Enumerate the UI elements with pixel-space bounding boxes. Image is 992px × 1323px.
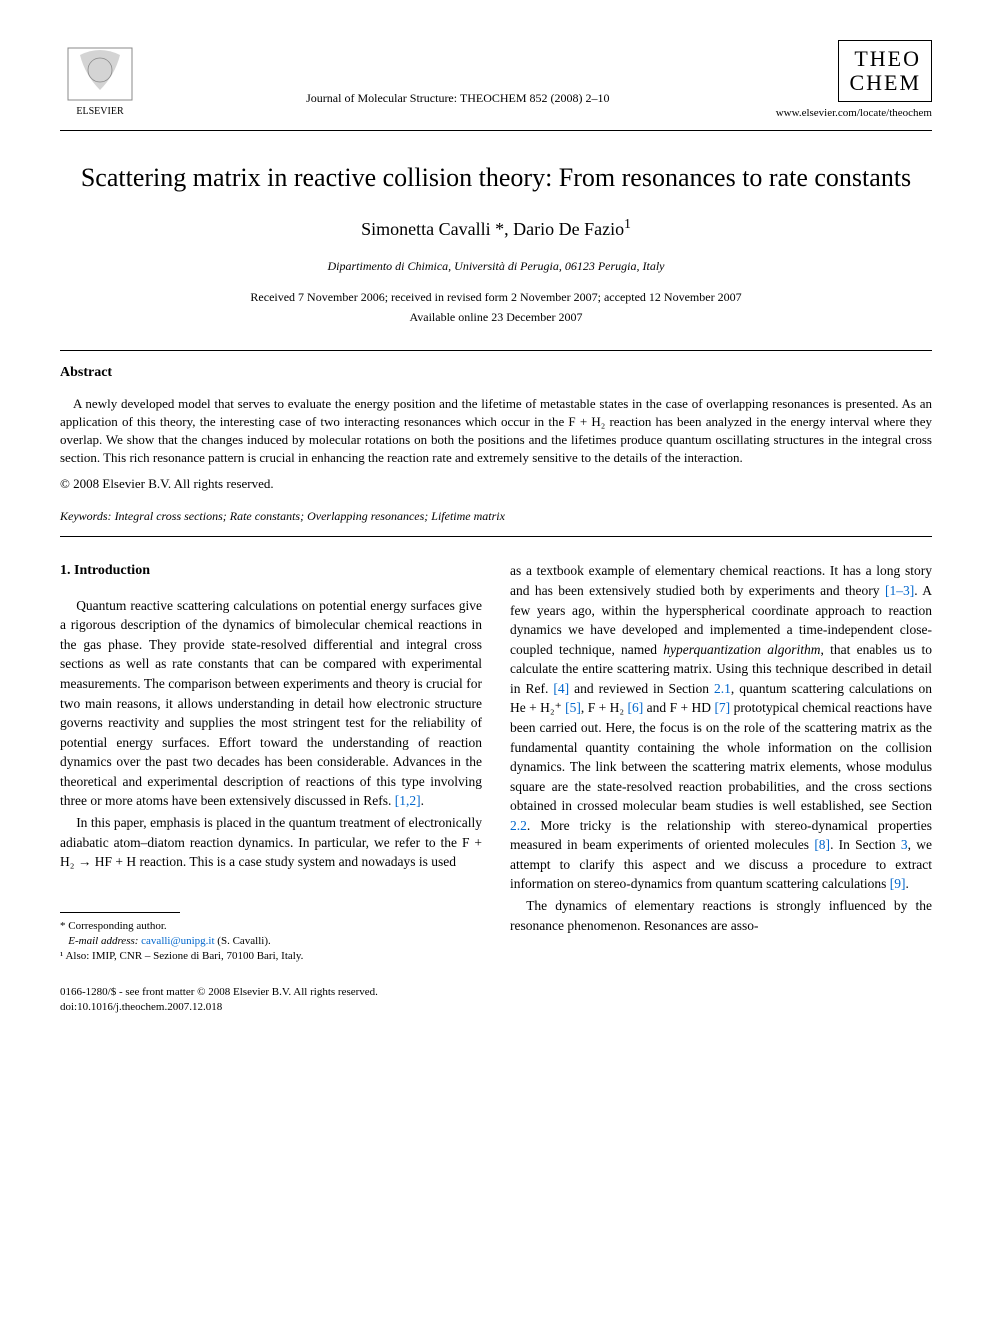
section-link-2-1[interactable]: 2.1 — [714, 681, 731, 696]
section-link-2-2[interactable]: 2.2 — [510, 818, 527, 833]
col2-p2: The dynamics of elementary reactions is … — [510, 896, 932, 935]
body-columns: 1. Introduction Quantum reactive scatter… — [60, 561, 932, 1015]
footer-info: 0166-1280/$ - see front matter © 2008 El… — [60, 985, 482, 1016]
section-1-heading: 1. Introduction — [60, 561, 482, 581]
ref-link-7[interactable]: [7] — [714, 700, 730, 715]
journal-logo-line1: THEO — [849, 47, 921, 71]
copyright: © 2008 Elsevier B.V. All rights reserved… — [60, 475, 932, 493]
header-row: ELSEVIER Journal of Molecular Structure:… — [60, 40, 932, 122]
svg-text:ELSEVIER: ELSEVIER — [76, 106, 124, 117]
abstract-bottom-divider — [60, 536, 932, 537]
col2-p1-a: as a textbook example of elementary chem… — [510, 563, 932, 598]
doi-line: doi:10.1016/j.theochem.2007.12.018 — [60, 1000, 482, 1015]
hyperquant-italic: hyperquantization algorithm — [663, 642, 820, 657]
intro-p2: In this paper, emphasis is placed in the… — [60, 813, 482, 872]
abstract-heading: Abstract — [60, 363, 932, 383]
ref-link-5[interactable]: [5] — [565, 700, 581, 715]
ref-link-8[interactable]: [8] — [814, 837, 830, 852]
col2-p1-j: . In Section — [830, 837, 901, 852]
journal-url[interactable]: www.elsevier.com/locate/theochem — [776, 106, 932, 121]
col2-p1-d: and reviewed in Section — [569, 681, 714, 696]
header-divider — [60, 130, 932, 131]
article-dates: Received 7 November 2006; received in re… — [60, 289, 932, 306]
footnote-corresponding: * Corresponding author. — [60, 919, 482, 934]
col2-p1-f: , F + H₂ — [581, 700, 628, 715]
col2-p1: as a textbook example of elementary chem… — [510, 561, 932, 894]
col2-p1-l: . — [906, 876, 909, 891]
article-title: Scattering matrix in reactive collision … — [60, 161, 932, 195]
keywords-text: Integral cross sections; Rate constants;… — [112, 509, 505, 523]
journal-citation: Journal of Molecular Structure: THEOCHEM… — [140, 40, 776, 107]
col2-p1-g: and F + HD — [643, 700, 714, 715]
footnote-email: E-mail address: cavalli@unipg.it (S. Cav… — [60, 934, 482, 949]
ref-link-6[interactable]: [6] — [628, 700, 644, 715]
ref-link-4[interactable]: [4] — [553, 681, 569, 696]
ref-link-1-3[interactable]: [1–3] — [885, 583, 914, 598]
footnote-divider — [60, 912, 180, 913]
intro-p1-end: . — [421, 793, 424, 808]
abstract-top-divider — [60, 350, 932, 351]
issn-line: 0166-1280/$ - see front matter © 2008 El… — [60, 985, 482, 1000]
email-link[interactable]: cavalli@unipg.it — [141, 935, 214, 947]
elsevier-logo: ELSEVIER — [60, 40, 140, 120]
keywords-label: Keywords: — [60, 509, 112, 523]
authors: Simonetta Cavalli *, Dario De Fazio1 — [60, 215, 932, 242]
intro-p1-text: Quantum reactive scattering calculations… — [60, 598, 482, 809]
ref-link-9[interactable]: [9] — [890, 876, 906, 891]
email-author: (S. Cavalli). — [215, 935, 271, 947]
author-names: Simonetta Cavalli *, Dario De Fazio — [361, 219, 624, 239]
section-link-3[interactable]: 3 — [901, 837, 908, 852]
left-column: 1. Introduction Quantum reactive scatter… — [60, 561, 482, 1015]
footnote-1: ¹ Also: IMIP, CNR – Sezione di Bari, 701… — [60, 949, 482, 964]
abstract-text: A newly developed model that serves to e… — [60, 395, 932, 468]
email-label: E-mail address: — [68, 935, 138, 947]
journal-logo: THEO CHEM — [838, 40, 932, 102]
keywords-line: Keywords: Integral cross sections; Rate … — [60, 508, 932, 525]
affiliation: Dipartimento di Chimica, Università di P… — [60, 258, 932, 275]
available-online: Available online 23 December 2007 — [60, 309, 932, 326]
intro-p1: Quantum reactive scattering calculations… — [60, 596, 482, 811]
ref-link-1-2[interactable]: [1,2] — [395, 793, 421, 808]
right-column: as a textbook example of elementary chem… — [510, 561, 932, 1015]
journal-logo-box: THEO CHEM www.elsevier.com/locate/theoch… — [776, 40, 932, 122]
col2-p1-h: prototypical chemical reactions have bee… — [510, 700, 932, 813]
journal-logo-line2: CHEM — [849, 71, 921, 95]
author-sup: 1 — [624, 216, 631, 231]
